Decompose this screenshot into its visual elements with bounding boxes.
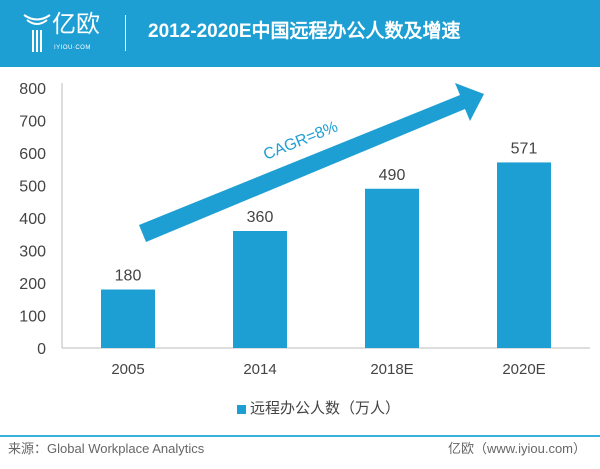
- logo-subtext: IYIOU·COM: [54, 45, 91, 51]
- header-divider: [125, 15, 126, 51]
- y-tick-label: 400: [19, 211, 46, 228]
- logo-icon: [23, 14, 51, 52]
- x-tick-label: 2018E: [370, 361, 413, 378]
- x-tick-label: 2020E: [502, 361, 545, 378]
- data-label: 360: [247, 209, 274, 226]
- y-tick-label: 700: [19, 114, 46, 131]
- chart-title: 2012-2020E中国远程办公人数及增速: [148, 21, 461, 42]
- data-label: 180: [115, 268, 142, 285]
- y-tick-label: 500: [19, 179, 46, 196]
- legend: 远程办公人数（万人）: [237, 400, 400, 418]
- y-tick-label: 600: [19, 146, 46, 163]
- y-tick-label: 300: [19, 244, 46, 261]
- logo-text: 亿欧: [52, 11, 100, 38]
- data-label: 571: [511, 140, 538, 157]
- legend-swatch: [237, 404, 246, 414]
- data-label: 490: [379, 167, 406, 184]
- bar: [233, 231, 287, 348]
- y-tick-label: 0: [37, 341, 46, 358]
- legend-label: 远程办公人数（万人）: [250, 400, 401, 417]
- x-tick-label: 2014: [243, 361, 276, 378]
- bar: [101, 289, 155, 348]
- bar-chart: 0 100 200 300 400 500 600 700 800 180 2005 360 2014 4…: [19, 81, 590, 378]
- growth-arrow: [139, 83, 484, 242]
- y-tick-label: 800: [19, 81, 46, 98]
- source-text: 来源：Global Workplace Analytics: [8, 441, 205, 456]
- credit-text: 亿欧（www.iyiou.com）: [448, 441, 586, 456]
- x-tick-label: 2005: [111, 361, 144, 378]
- y-tick-label: 200: [19, 276, 46, 293]
- bar: [497, 162, 551, 348]
- bar: [365, 188, 419, 348]
- footer-divider: [0, 435, 600, 437]
- y-tick-label: 100: [19, 309, 46, 326]
- header-bar: 亿欧 IYIOU·COM 2012-2020E中国远程办公人数及增速: [0, 0, 600, 67]
